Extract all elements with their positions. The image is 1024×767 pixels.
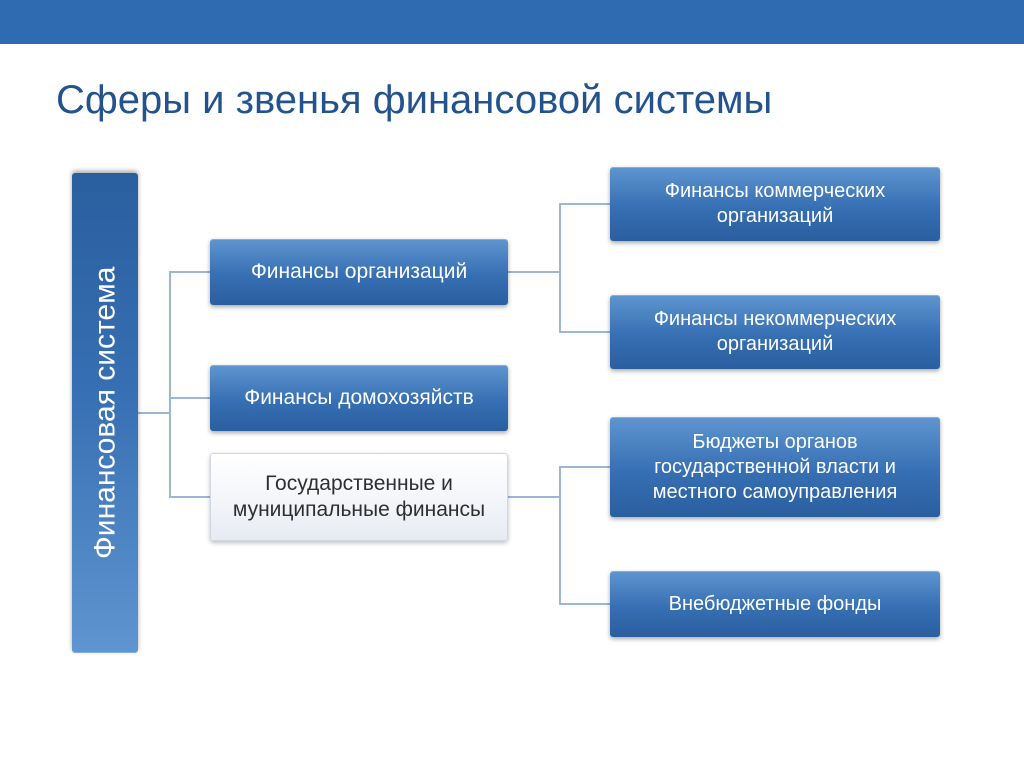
header-bar bbox=[0, 0, 1024, 44]
node-label: Государственные и муниципальные финансы bbox=[225, 471, 493, 524]
node-mid-gos-munitsipalnye: Государственные и муниципальные финансы bbox=[210, 453, 508, 541]
node-root: Финансовая система bbox=[72, 173, 138, 653]
node-label: Внебюджетные фонды bbox=[669, 592, 882, 617]
node-mid-finansy-organizatsiy: Финансы организаций bbox=[210, 239, 508, 305]
node-label: Финансы некоммерческих организаций bbox=[624, 307, 926, 357]
page-title: Сферы и звенья финансовой системы bbox=[56, 78, 1024, 123]
node-label: Бюджеты органов государственной власти и… bbox=[624, 430, 926, 505]
node-label: Финансы коммерческих организаций bbox=[624, 179, 926, 229]
diagram-canvas: Финансовая система Финансы организаций Ф… bbox=[0, 153, 1024, 713]
node-leaf-vnebyudzhetnye: Внебюджетные фонды bbox=[610, 571, 940, 637]
node-label: Финансовая система bbox=[86, 267, 124, 559]
node-label: Финансы организаций bbox=[251, 259, 467, 285]
node-leaf-byudzhety: Бюджеты органов государственной власти и… bbox=[610, 417, 940, 517]
node-leaf-nekommercheskikh: Финансы некоммерческих организаций bbox=[610, 295, 940, 369]
node-label: Финансы домохозяйств bbox=[244, 385, 474, 411]
node-leaf-kommercheskikh: Финансы коммерческих организаций bbox=[610, 167, 940, 241]
node-mid-finansy-domokhozyaystv: Финансы домохозяйств bbox=[210, 365, 508, 431]
